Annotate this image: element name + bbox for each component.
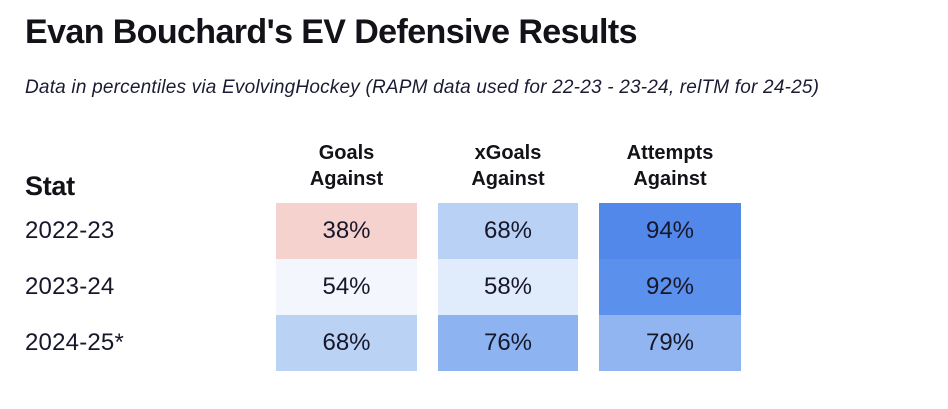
column-header-line2: Against — [309, 168, 384, 190]
column-header-line2: Against — [633, 168, 707, 190]
page: Evan Bouchard's EV Defensive Results Dat… — [25, 13, 948, 371]
heatmap-cell-2024-25-attempts-against: 79% — [599, 315, 741, 371]
heatmap-cell-2023-24-xgoals-against: 58% — [438, 259, 578, 315]
heatmap-cell-2024-25-xgoals-against: 76% — [438, 315, 578, 371]
column-header-xgoals-against: xGoals Against — [438, 140, 578, 192]
heatmap-cell-2022-23-xgoals-against: 68% — [438, 203, 578, 259]
column-header-goals-against: Goals Against — [276, 140, 417, 192]
percentile-heatmap-table: Stat Goals Against xGoals Against Attemp… — [25, 140, 948, 371]
subtitle: Data in percentiles via EvolvingHockey (… — [25, 77, 820, 98]
row-label-2022-23: 2022-23 — [25, 217, 115, 244]
heatmap-cell-2024-25-goals-against: 68% — [276, 315, 417, 371]
column-header-stat: Stat — [25, 171, 75, 201]
page-title: Evan Bouchard's EV Defensive Results — [25, 13, 638, 51]
column-header-line1: Goals — [318, 142, 375, 164]
heatmap-cell-2022-23-attempts-against: 94% — [599, 203, 741, 259]
heatmap-cell-2023-24-attempts-against: 92% — [599, 259, 741, 315]
row-label-2023-24: 2023-24 — [25, 273, 115, 300]
heatmap-cell-2023-24-goals-against: 54% — [276, 259, 417, 315]
column-header-line1: xGoals — [474, 142, 542, 164]
column-header-line1: Attempts — [626, 142, 714, 164]
column-header-line2: Against — [471, 168, 545, 190]
column-header-attempts-against: Attempts Against — [599, 140, 741, 192]
row-label-2024-25: 2024-25* — [25, 329, 125, 356]
heatmap-cell-2022-23-goals-against: 38% — [276, 203, 417, 259]
